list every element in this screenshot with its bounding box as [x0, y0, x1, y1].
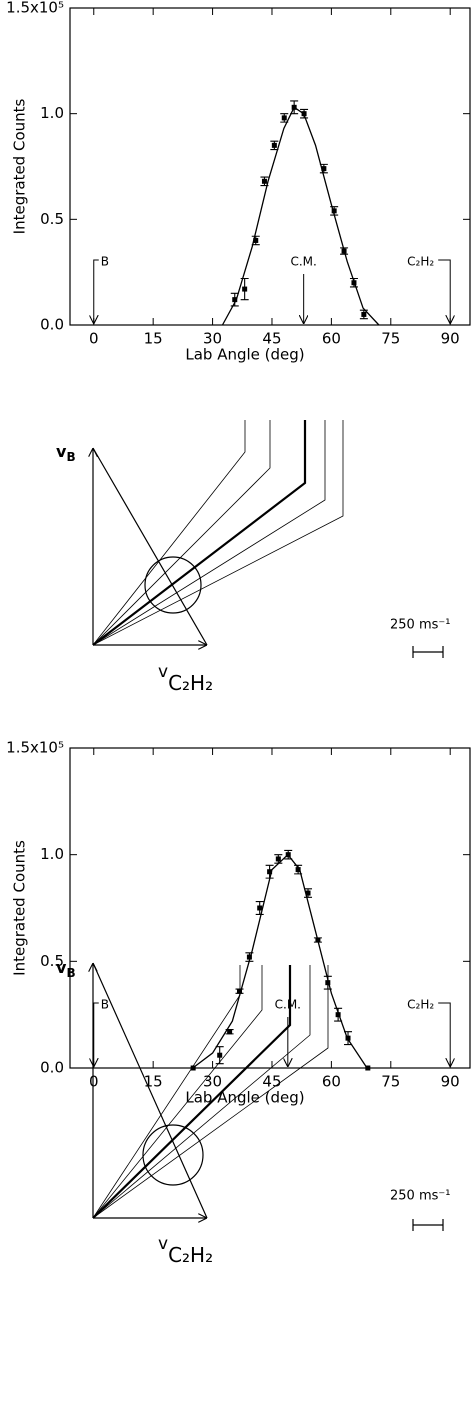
annotation-arrow [94, 259, 99, 324]
plot-frame [69, 7, 471, 326]
y-tick-label: 0.0 [40, 316, 64, 334]
data-point [361, 311, 367, 317]
x-tick-label: 0 [89, 1073, 99, 1091]
y-tick-label: 0.5 [40, 210, 64, 228]
x-tick-label: 75 [381, 330, 400, 348]
relative-velocity [92, 962, 208, 1219]
annotation-arrow [94, 1002, 99, 1067]
x-tick-label: 75 [381, 1073, 400, 1091]
data-point [237, 988, 243, 994]
data-point [331, 208, 337, 214]
data-point [365, 1065, 371, 1071]
data-point [232, 297, 238, 303]
annotation-arrow [438, 259, 450, 324]
annotation-label: B [101, 998, 109, 1012]
scale-label: 250 ms⁻¹ [390, 618, 450, 633]
chart: 0.0 0.5 1.0 1.5x10⁵ 0 15 30 45 60 75 90 Lab Angle (… [6, 0, 471, 364]
fit-line [192, 853, 368, 1069]
x-axis-label: Lab Angle (deg) [185, 1089, 304, 1107]
y-tick-label: 1.5x10⁵ [6, 739, 64, 757]
relative-velocity [92, 447, 208, 646]
x-tick-label: 0 [89, 330, 99, 348]
fan-line [92, 420, 271, 646]
y-tick-label: 0.0 [40, 1059, 64, 1077]
annotation-label: C₂H₂ [407, 998, 434, 1012]
x-tick-label: 90 [441, 1073, 460, 1091]
x-tick-label: 60 [322, 330, 341, 348]
y-axis-label: Integrated Counts [11, 98, 29, 234]
annotation-label: C.M. [275, 998, 301, 1012]
newton-diagram: vB vC₂H₂ 250 ms⁻¹ [56, 958, 450, 1267]
x-tick-label: 45 [262, 330, 281, 348]
y-tick-label: 1.5x10⁵ [6, 0, 64, 17]
fan-line [92, 965, 311, 1219]
data-point [335, 1012, 341, 1018]
scale-label: 250 ms⁻¹ [390, 1189, 450, 1204]
newton-diagram: vB vC₂H₂ 250 ms⁻¹ [56, 420, 450, 695]
x-tick-label: 15 [144, 1073, 163, 1091]
y-axis-label: Integrated Counts [11, 840, 29, 976]
data-point [246, 954, 252, 960]
data-point [253, 237, 259, 243]
data-point [267, 869, 273, 875]
velocity-circle [142, 1124, 204, 1186]
annotation-label: C₂H₂ [407, 255, 434, 269]
fan-line [92, 420, 307, 646]
velocity-circle [144, 556, 202, 614]
fan-line [92, 420, 326, 646]
x-tick-label: 60 [322, 1073, 341, 1091]
x-tick-label: 90 [441, 330, 460, 348]
data-point [271, 142, 277, 148]
x-tick-label: 30 [203, 1073, 222, 1091]
data-point [242, 286, 248, 292]
data-point [227, 1029, 233, 1035]
plot-frame [69, 747, 471, 1069]
annotation-label: B [101, 255, 109, 269]
data-point [217, 1052, 223, 1058]
target-label: vC₂H₂ [158, 662, 213, 695]
annotation-label: C.M. [290, 255, 316, 269]
data-point [257, 905, 263, 911]
x-tick-label: 15 [144, 330, 163, 348]
fan-line [92, 965, 329, 1219]
y-tick-label: 0.5 [40, 952, 64, 970]
fan-line [92, 420, 246, 646]
x-tick-label: 45 [262, 1073, 281, 1091]
fan-line [92, 965, 263, 1219]
fit-line [221, 106, 380, 326]
chart: 0.0 0.5 1.0 1.5x10⁵ 0 15 30 45 60 75 90 Lab Angle (… [6, 739, 471, 1107]
beam-label: vB [56, 442, 76, 464]
x-axis-label: Lab Angle (deg) [185, 346, 304, 364]
data-point [275, 856, 281, 862]
scale-bar [412, 646, 444, 658]
fan-line [92, 965, 292, 1219]
data-point [281, 115, 287, 121]
beam-label: vB [56, 958, 76, 980]
data-point [321, 166, 327, 172]
annotation-arrow [438, 1002, 450, 1067]
data-point [295, 867, 301, 873]
target-label: vC₂H₂ [158, 1234, 213, 1267]
data-point [305, 890, 311, 896]
y-tick-label: 1.0 [40, 845, 64, 863]
fan-line [92, 420, 344, 646]
data-point [261, 178, 267, 184]
x-tick-label: 30 [203, 330, 222, 348]
scale-bar [412, 1219, 444, 1231]
y-tick-label: 1.0 [40, 104, 64, 122]
data-point [325, 980, 331, 986]
data-point [345, 1035, 351, 1041]
